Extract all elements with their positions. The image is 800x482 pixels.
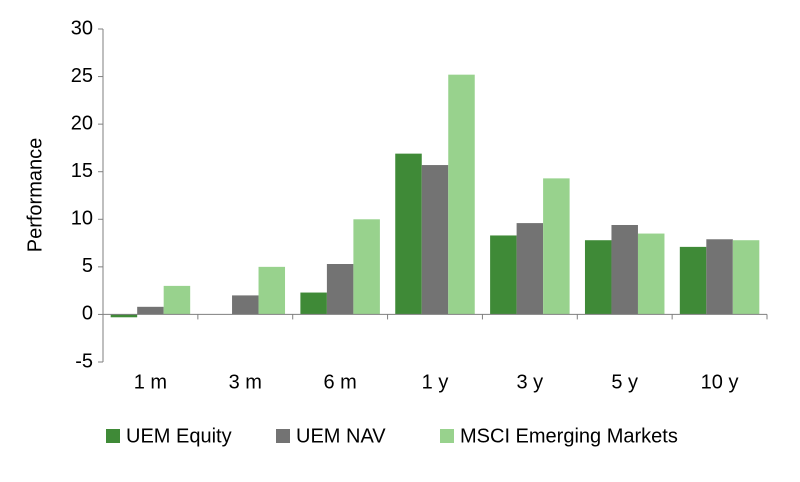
bar [353, 219, 380, 315]
x-tick-label: 3 m [229, 371, 262, 393]
y-tick-label: 5 [82, 255, 93, 277]
legend-swatch [440, 429, 454, 443]
bar [326, 264, 354, 315]
legend-label: UEM NAV [296, 425, 386, 447]
y-tick-label: 15 [71, 160, 93, 182]
x-tick-label: 3 y [517, 371, 544, 393]
x-tick-label: 6 m [323, 371, 356, 393]
bar [706, 239, 733, 315]
bar [611, 224, 638, 315]
bar [679, 246, 707, 315]
x-tick-label: 10 y [701, 371, 739, 393]
y-axis-label: Performance [24, 138, 46, 253]
bar [258, 266, 286, 315]
y-tick-label: 10 [71, 208, 93, 230]
bar [490, 235, 517, 315]
bar [448, 74, 475, 315]
legend-swatch [276, 429, 290, 443]
y-tick-label: 20 [71, 112, 93, 134]
legend-label: UEM Equity [126, 425, 232, 447]
bar [637, 233, 665, 315]
bar [732, 240, 760, 315]
bar [137, 306, 164, 315]
bar [421, 165, 449, 315]
bar [110, 314, 138, 318]
x-tick-label: 1 m [134, 371, 167, 393]
x-tick-label: 1 y [422, 371, 449, 393]
bar [395, 153, 422, 315]
bar [300, 292, 327, 315]
bar [163, 285, 191, 315]
bar [543, 178, 570, 315]
x-tick-label: 5 y [611, 371, 638, 393]
y-tick-label: 0 [82, 303, 93, 325]
bar [232, 295, 259, 315]
bar [584, 240, 612, 315]
y-tick-label: 25 [71, 65, 93, 87]
y-tick-label: -5 [75, 350, 93, 372]
legend-swatch [106, 429, 120, 443]
legend-label: MSCI Emerging Markets [460, 425, 678, 447]
bar [516, 223, 544, 315]
y-tick-label: 30 [71, 17, 93, 39]
